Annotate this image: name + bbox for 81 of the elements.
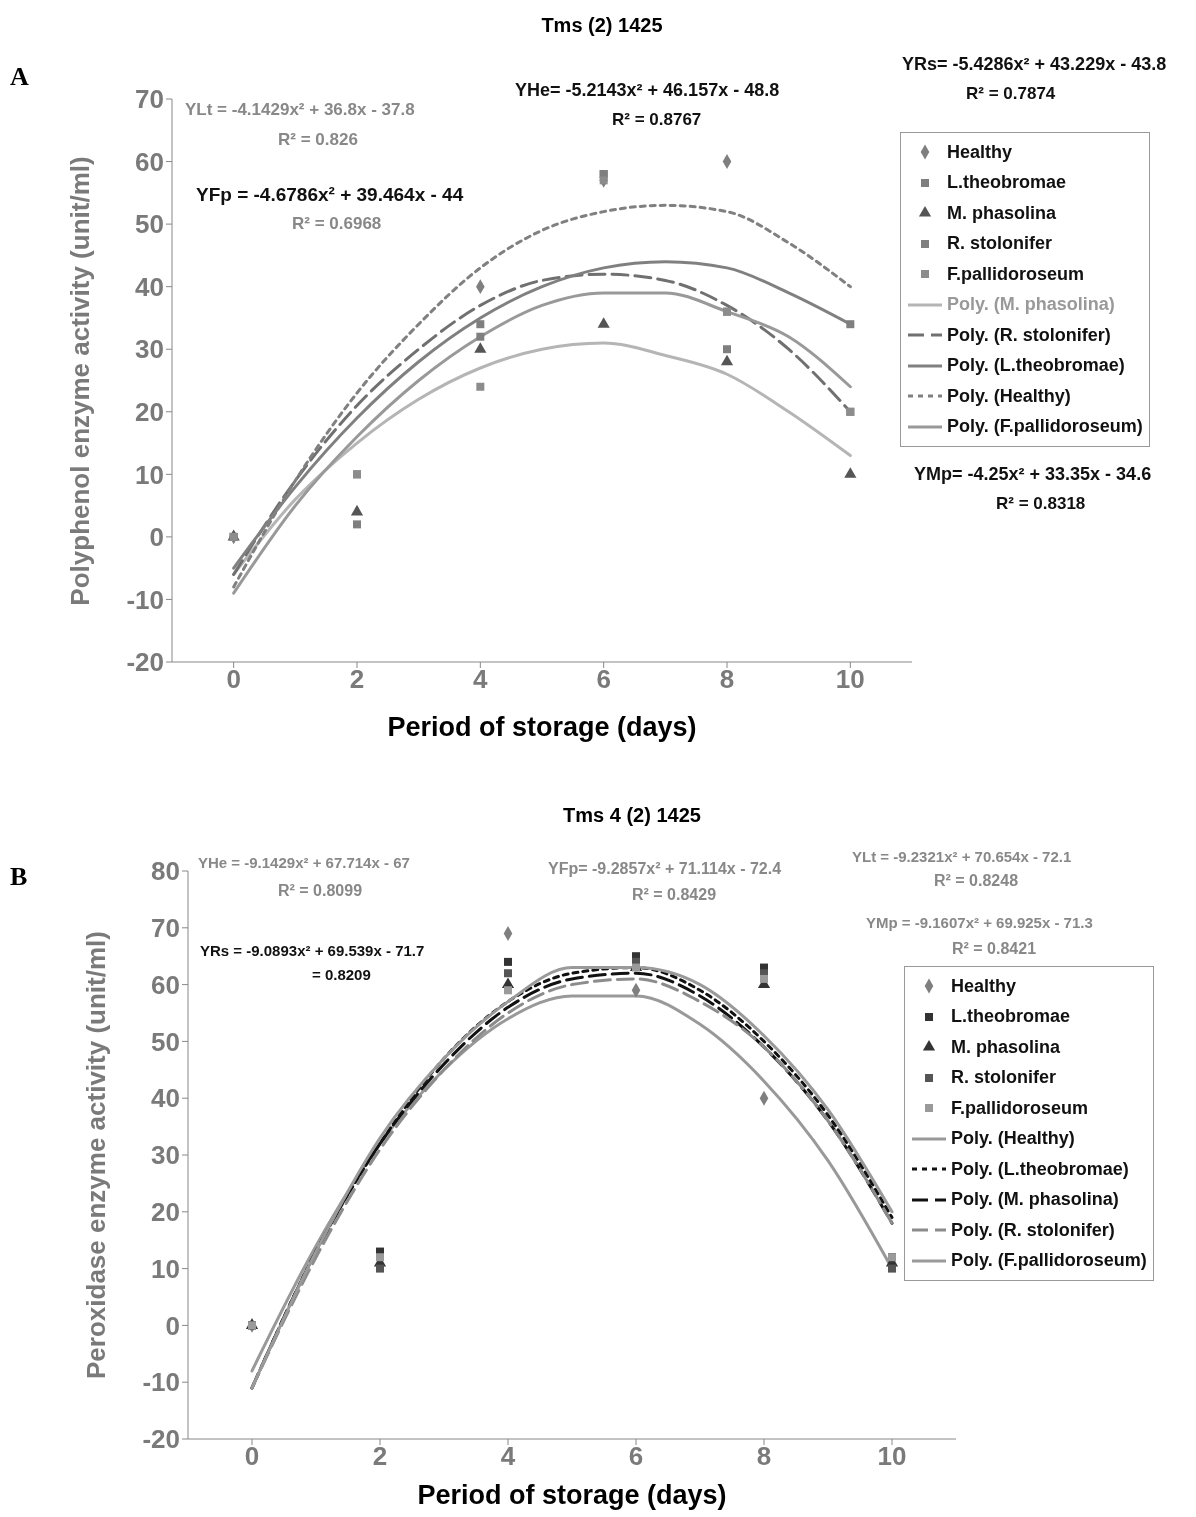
annotation: R² = 0.8099 [278, 882, 363, 900]
legend-label: L.theobromae [951, 1006, 1071, 1028]
legend-label: F.pallidoroseum [947, 263, 1085, 285]
y-axis-title: Peroxidase enzyme activity (unit/ml) [80, 931, 112, 1379]
legend-label: Poly. (R. stolonifer) [947, 324, 1111, 346]
y-tick-label: 20 [151, 1197, 180, 1228]
annotation: YFp= -9.2857x² + 71.114x - 72.4 [548, 860, 782, 878]
x-tick-label: 8 [719, 664, 735, 695]
legend-label: Poly. (L.theobromae) [947, 355, 1125, 377]
x-tick-label: 8 [756, 1441, 772, 1472]
annotation: = 0.8209 [312, 966, 371, 983]
y-tick-label: 30 [135, 334, 164, 365]
x-tick-label: 4 [473, 664, 489, 695]
chart-title: Tms 4 (2) 1425 [562, 804, 702, 827]
legend-label: Poly. (Healthy) [951, 1128, 1075, 1150]
x-tick-label: 6 [628, 1441, 644, 1472]
x-axis-title: Period of storage (days) [416, 1480, 728, 1511]
text: R² = 0.7874 [966, 84, 1056, 104]
annotation: R² = 0.8429 [632, 886, 717, 904]
y-tick-label: 50 [151, 1026, 180, 1057]
y-tick-label: 0 [165, 1310, 180, 1341]
legend-label: Poly. (F.pallidoroseum) [947, 416, 1143, 438]
x-tick-label: 6 [596, 664, 611, 695]
y-tick-label: 40 [135, 271, 164, 302]
y-tick-label: 20 [135, 397, 164, 428]
chart-title: Tms (2) 1425 [540, 14, 664, 37]
text: YHe = -9.1429x² + 67.714x - 67 [198, 854, 410, 871]
x-tick-label: 10 [835, 664, 865, 695]
legend-label: Poly. (R. stolonifer) [951, 1219, 1115, 1241]
legend-label: Poly. (Healthy) [947, 385, 1071, 407]
legend-label: L.theobromae [947, 172, 1067, 194]
legend-label: Healthy [947, 141, 1013, 163]
y-tick-label: -10 [126, 584, 164, 615]
legend-label: Poly. (F.pallidoroseum) [951, 1250, 1147, 1272]
y-tick-label: 0 [149, 522, 164, 553]
y-tick-label: -20 [142, 1424, 180, 1455]
x-tick-label: 0 [244, 1441, 260, 1472]
x-tick-label: 0 [226, 664, 241, 695]
y-tick-label: 70 [135, 84, 164, 115]
y-tick-label: 10 [135, 459, 164, 490]
legend-label: F.pallidoroseum [951, 1097, 1089, 1119]
x-tick-label: 4 [500, 1441, 516, 1472]
y-tick-label: 10 [151, 1253, 180, 1284]
legend-label: Healthy [951, 975, 1017, 997]
x-tick-label: 2 [349, 664, 365, 695]
y-tick-label: -10 [142, 1367, 180, 1398]
y-tick-label: 60 [135, 146, 164, 177]
y-tick-label: 70 [151, 913, 180, 944]
text: YMp= -4.25x² + 33.35x - 34.6 [914, 464, 1152, 485]
annotation: YLt = -4.1429x² + 36.8x - 37.8 [185, 100, 415, 120]
text: B [10, 862, 28, 892]
annotation: YRs = -9.0893x² + 69.539x - 71.7 [200, 942, 425, 959]
legend-label: Poly. (M. phasolina) [947, 294, 1115, 316]
y-tick-label: -20 [126, 647, 164, 678]
annotation: R² = 0.6968 [292, 214, 382, 234]
annotation: R² = 0.8767 [612, 110, 702, 130]
y-axis-title: Polyphenol enzyme activity (unit/ml) [64, 155, 96, 606]
y-tick-label: 50 [135, 209, 164, 240]
text: R² = 0.8318 [996, 494, 1086, 514]
y-tick-label: 40 [151, 1083, 180, 1114]
legend-label: M. phasolina [951, 1036, 1061, 1058]
y-tick-label: 30 [151, 1140, 180, 1171]
legend-label: Poly. (L.theobromae) [951, 1158, 1129, 1180]
x-axis-title: Period of storage (days) [386, 712, 698, 743]
x-tick-label: 2 [372, 1441, 388, 1472]
legend-label: R. stolonifer [947, 233, 1053, 255]
y-tick-label: 60 [151, 969, 180, 1000]
x-tick-label: 10 [877, 1441, 907, 1472]
legend-label: Poly. (M. phasolina) [951, 1189, 1119, 1211]
annotation: YMp = -9.1607x² + 69.925x - 71.3 [866, 914, 1093, 931]
y-tick-label: 80 [151, 856, 180, 887]
annotation: R² = 0.8248 [934, 872, 1019, 890]
annotation: R² = 0.8421 [952, 940, 1037, 958]
text: YLt = -9.2321x² + 70.654x - 72.1 [852, 848, 1072, 865]
annotation: YFp = -4.6786x² + 39.464x - 44 [196, 184, 464, 206]
text: YRs= -5.4286x² + 43.229x - 43.8 [902, 54, 1167, 75]
annotation: YHe= -5.2143x² + 46.157x - 48.8 [515, 80, 780, 101]
annotation: R² = 0.826 [278, 130, 358, 150]
legend-label: R. stolonifer [951, 1067, 1057, 1089]
legend-label: M. phasolina [947, 202, 1057, 224]
text: A [10, 62, 29, 92]
